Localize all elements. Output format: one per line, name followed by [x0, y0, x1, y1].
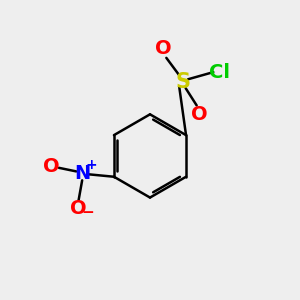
Text: Cl: Cl [209, 63, 230, 82]
Text: O: O [155, 39, 172, 58]
Text: O: O [70, 199, 87, 218]
Text: N: N [75, 164, 91, 183]
Text: +: + [85, 158, 97, 172]
Text: O: O [43, 157, 59, 176]
Text: S: S [175, 72, 190, 92]
Text: O: O [191, 105, 207, 124]
Text: −: − [81, 205, 94, 220]
